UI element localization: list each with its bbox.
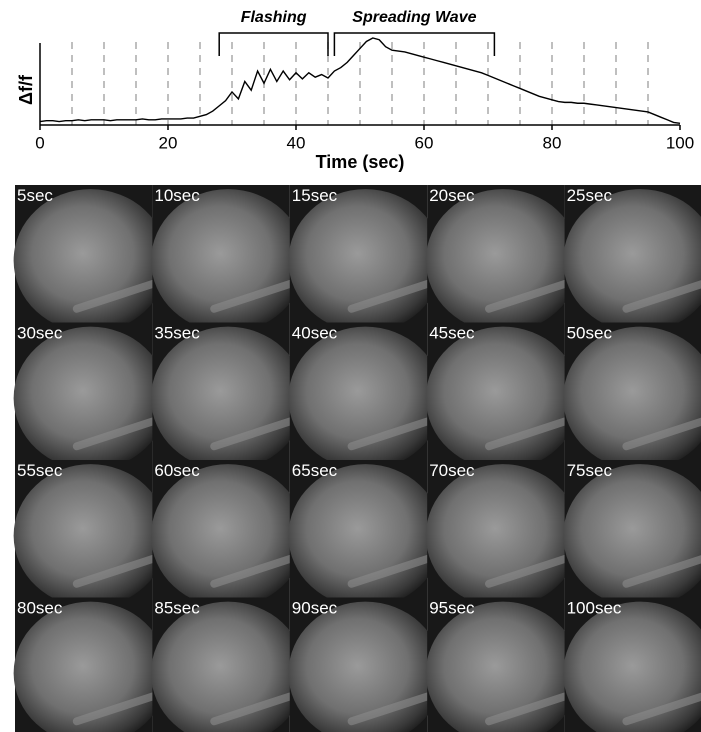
x-tick-label: 40 <box>287 133 306 152</box>
x-axis-title: Time (sec) <box>316 152 405 172</box>
image-streak <box>72 417 157 451</box>
panel-label: 10sec <box>154 186 200 205</box>
image-streak <box>485 280 569 313</box>
panel-label: 45sec <box>429 324 475 343</box>
image-streak <box>347 692 432 726</box>
annotation-bracket <box>333 32 496 56</box>
data-line <box>39 37 681 124</box>
panel-label: 50sec <box>567 324 613 343</box>
panel-label: 15sec <box>292 186 338 205</box>
panel-label: 60sec <box>154 461 200 480</box>
annotation-label: Spreading Wave <box>352 9 476 26</box>
image-disk <box>151 601 305 732</box>
x-tick-label: 100 <box>666 133 694 152</box>
panel-label: 65sec <box>292 461 338 480</box>
image-disk <box>151 464 305 608</box>
image-streak <box>72 692 157 726</box>
panel-label: 40sec <box>292 324 338 343</box>
x-tick-label: 0 <box>35 133 44 152</box>
image-disk <box>425 601 580 732</box>
panel-label: 35sec <box>154 324 200 343</box>
panel-label: 100sec <box>567 599 622 618</box>
image-streak <box>347 280 432 313</box>
panel-label: 55sec <box>17 461 63 480</box>
image-disk <box>151 326 305 470</box>
image-disk <box>151 189 305 333</box>
x-tick-label: 20 <box>159 133 178 152</box>
image-streak <box>72 555 157 588</box>
image-disk <box>425 189 580 333</box>
image-disk <box>13 326 168 470</box>
image-streak <box>347 417 432 451</box>
panel-label: 85sec <box>154 599 200 618</box>
image-disk <box>563 601 701 732</box>
image-streak <box>210 555 294 588</box>
x-tick-label: 80 <box>543 133 562 152</box>
image-disk <box>425 464 580 608</box>
panel-label: 75sec <box>567 461 613 480</box>
panel-label: 20sec <box>429 186 475 205</box>
panel-label: 30sec <box>17 324 63 343</box>
panel-label: 90sec <box>292 599 338 618</box>
image-grid: 5sec 10sec 15sec 20sec 25sec 30sec 35sec 40sec 4… <box>13 185 701 732</box>
image-streak <box>622 280 701 313</box>
panel-label: 5sec <box>17 186 53 205</box>
panel-label: 70sec <box>429 461 475 480</box>
image-streak <box>210 692 294 726</box>
image-streak <box>622 692 701 726</box>
image-streak <box>485 417 569 451</box>
y-axis-title: Δf/f <box>16 74 36 105</box>
panel-label: 25sec <box>567 186 613 205</box>
image-streak <box>622 555 701 588</box>
image-disk <box>13 464 168 608</box>
image-disk <box>425 326 580 470</box>
image-disk <box>288 189 443 333</box>
image-streak <box>347 555 432 588</box>
image-disk <box>13 601 168 732</box>
image-streak <box>72 280 157 313</box>
panel-label: 80sec <box>17 599 63 618</box>
image-disk <box>288 601 443 732</box>
image-streak <box>485 692 569 726</box>
image-disk <box>288 326 443 470</box>
annotation-bracket <box>218 32 329 56</box>
panel-label: 95sec <box>429 599 475 618</box>
image-streak <box>210 280 294 313</box>
image-disk <box>288 464 443 608</box>
image-streak <box>210 417 294 451</box>
image-disk <box>13 189 168 333</box>
x-tick-label: 60 <box>415 133 434 152</box>
image-streak <box>622 417 701 451</box>
image-streak <box>485 555 569 588</box>
annotation-label: Flashing <box>241 9 307 26</box>
